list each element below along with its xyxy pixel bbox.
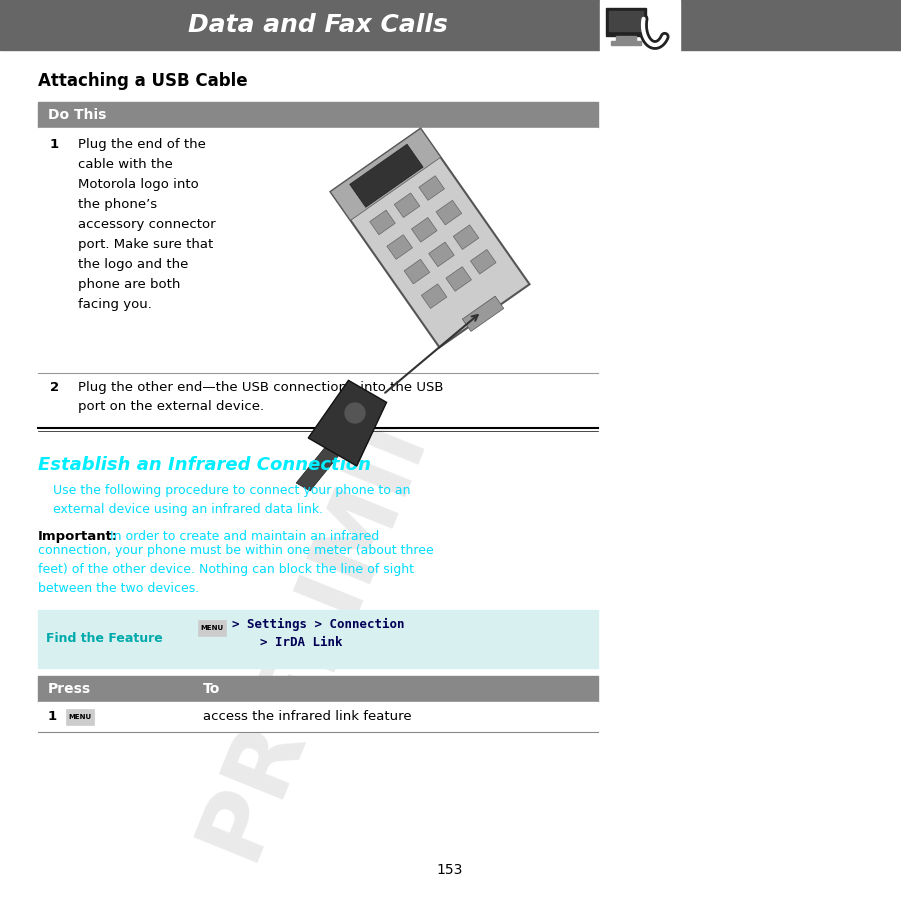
- Bar: [616, 36, 636, 41]
- Bar: [66, 709, 94, 725]
- Polygon shape: [405, 259, 430, 284]
- Polygon shape: [395, 193, 420, 217]
- Text: 1: 1: [48, 711, 57, 724]
- Text: To: To: [203, 682, 221, 696]
- Bar: [600, 0, 680, 80]
- Text: Use the following procedure to connect your phone to an
external device using an: Use the following procedure to connect y…: [53, 484, 411, 516]
- Bar: [198, 620, 226, 636]
- Bar: [609, 11, 643, 31]
- Polygon shape: [331, 129, 441, 221]
- Text: access the infrared link feature: access the infrared link feature: [203, 711, 412, 724]
- Bar: [38, 702, 598, 732]
- Polygon shape: [429, 242, 454, 267]
- Bar: [38, 128, 598, 373]
- Bar: [611, 41, 641, 45]
- Polygon shape: [387, 235, 413, 259]
- Text: Establish an Infrared Connection: Establish an Infrared Connection: [38, 456, 371, 474]
- Circle shape: [345, 403, 365, 423]
- Polygon shape: [419, 176, 444, 200]
- Polygon shape: [412, 217, 437, 242]
- Text: Find the Feature: Find the Feature: [46, 633, 163, 645]
- Text: Do This: Do This: [48, 108, 106, 122]
- Bar: [38, 610, 598, 668]
- Text: Important:: Important:: [38, 530, 118, 543]
- Text: 1: 1: [50, 138, 59, 151]
- Bar: [606, 8, 646, 36]
- Polygon shape: [308, 380, 387, 466]
- Bar: [0, 0, 901, 50]
- Text: 2: 2: [50, 381, 59, 394]
- Text: Plug the end of the
cable with the
Motorola logo into
the phone’s
accessory conn: Plug the end of the cable with the Motor…: [78, 138, 215, 311]
- Polygon shape: [446, 267, 471, 291]
- Polygon shape: [453, 225, 478, 250]
- Text: > IrDA Link: > IrDA Link: [260, 636, 342, 649]
- Bar: [38, 373, 598, 428]
- Text: 153: 153: [437, 863, 463, 877]
- Text: MENU: MENU: [68, 714, 92, 720]
- Text: MENU: MENU: [200, 625, 223, 631]
- Text: Attaching a USB Cable: Attaching a USB Cable: [38, 72, 248, 90]
- Polygon shape: [296, 443, 341, 491]
- Bar: [38, 676, 598, 702]
- Polygon shape: [462, 296, 504, 332]
- Polygon shape: [369, 210, 396, 235]
- Text: PRELIMINARY: PRELIMINARY: [183, 169, 537, 870]
- Polygon shape: [331, 129, 530, 348]
- Polygon shape: [436, 200, 461, 225]
- Polygon shape: [470, 250, 496, 274]
- Text: Press: Press: [48, 682, 91, 696]
- Text: connection, your phone must be within one meter (about three
feet) of the other : connection, your phone must be within on…: [38, 544, 433, 595]
- Text: In order to create and maintain an infrared: In order to create and maintain an infra…: [110, 530, 379, 543]
- Polygon shape: [422, 284, 447, 308]
- Text: > Settings > Connection: > Settings > Connection: [232, 618, 405, 631]
- Polygon shape: [350, 144, 423, 207]
- Bar: [38, 102, 598, 128]
- Text: Plug the other end—the USB connection—into the USB
port on the external device.: Plug the other end—the USB connection—in…: [78, 381, 443, 413]
- Text: Data and Fax Calls: Data and Fax Calls: [188, 13, 448, 37]
